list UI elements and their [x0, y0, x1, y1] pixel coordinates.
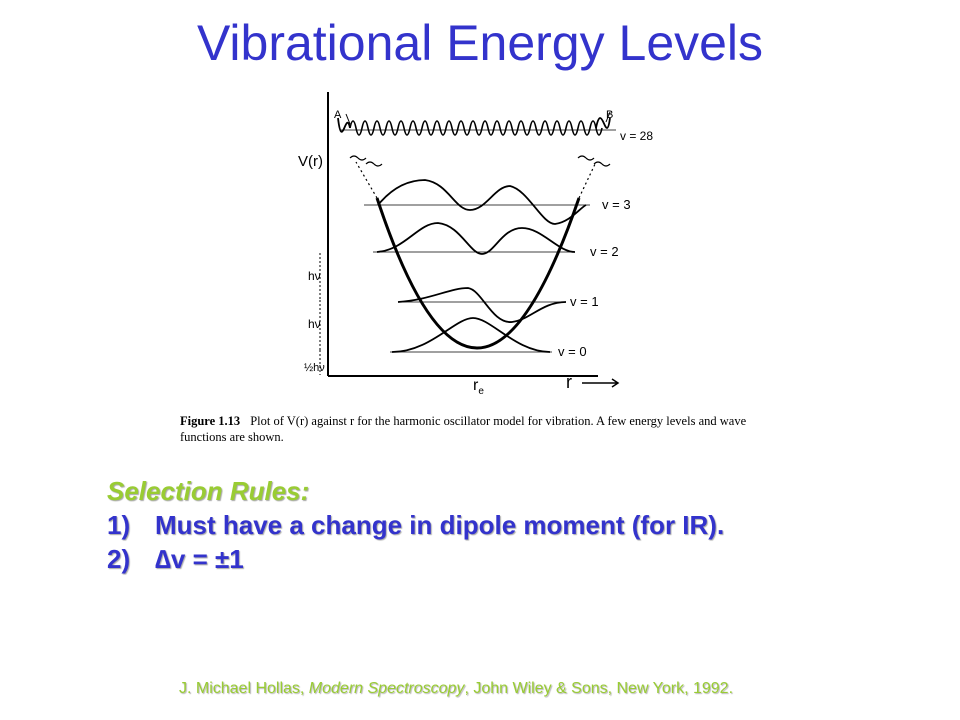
slide-title: Vibrational Energy Levels	[196, 15, 764, 71]
turning-point-a-wave	[337, 117, 351, 133]
x-axis-arrow	[582, 378, 620, 388]
potential-energy-diagram: V(r) r re hν hν ½hν A B v = 0 v = 1	[298, 92, 653, 397]
reference-publisher: , John Wiley & Sons, New York, 1992.	[464, 680, 734, 697]
spacing-label-2: hν	[308, 317, 321, 331]
wavefunction-v2	[376, 222, 576, 255]
wavefunction-v3	[377, 179, 587, 225]
point-a-label: A	[334, 109, 342, 121]
point-a-arrow	[345, 113, 351, 125]
selection-rules: Selection Rules: 1) Must have a change in…	[107, 474, 724, 576]
y-axis-label: V(r)	[298, 153, 323, 170]
rule-text-2: ∆v = ±1	[155, 544, 244, 574]
potential-continuation-left	[355, 161, 378, 199]
wavefunction-v28	[349, 120, 603, 136]
wavefunction-v1	[397, 287, 567, 323]
energy-spacing-markers: hν hν ½hν	[304, 253, 325, 375]
rule-text-1: Must have a change in dipole moment (for…	[155, 510, 725, 540]
reference-author: J. Michael Hollas,	[178, 680, 309, 697]
point-b-label: B	[606, 109, 613, 121]
level-label-v0: v = 0	[558, 344, 587, 359]
reference-citation: J. Michael Hollas, Modern Spectroscopy, …	[0, 680, 912, 698]
re-label: re	[473, 377, 484, 397]
wavefunction-v0	[391, 317, 551, 353]
level-label-v3: v = 3	[602, 197, 631, 212]
spacing-label-1: hν	[308, 269, 321, 283]
energy-levels	[340, 129, 616, 353]
rule-item-1: 1) Must have a change in dipole moment (f…	[107, 508, 724, 542]
rule-number-1: 1)	[107, 510, 131, 540]
potential-curve	[375, 197, 581, 350]
figure-caption: Figure 1.13 Plot of V(r) against r for th…	[180, 413, 780, 445]
level-label-v28: v = 28	[620, 129, 653, 143]
caption-label: Figure 1.13	[180, 414, 241, 428]
level-label-v2: v = 2	[590, 244, 619, 259]
break-marks	[349, 155, 611, 167]
rule-number-2: 2)	[107, 544, 131, 574]
spacing-label-3: ½hν	[304, 362, 325, 374]
selection-rules-heading: Selection Rules:	[107, 476, 310, 506]
potential-continuation-right	[578, 161, 597, 199]
caption-text: Plot of V(r) against r for the harmonic …	[180, 414, 747, 444]
point-b-arrow	[605, 111, 611, 123]
reference-book: Modern Spectroscopy	[308, 680, 465, 697]
rule-item-2: 2) ∆v = ±1	[107, 542, 724, 576]
level-label-v1: v = 1	[570, 294, 599, 309]
wavefunctions	[337, 117, 611, 353]
x-axis-label: r	[566, 372, 572, 392]
turning-point-b-wave	[595, 117, 611, 129]
